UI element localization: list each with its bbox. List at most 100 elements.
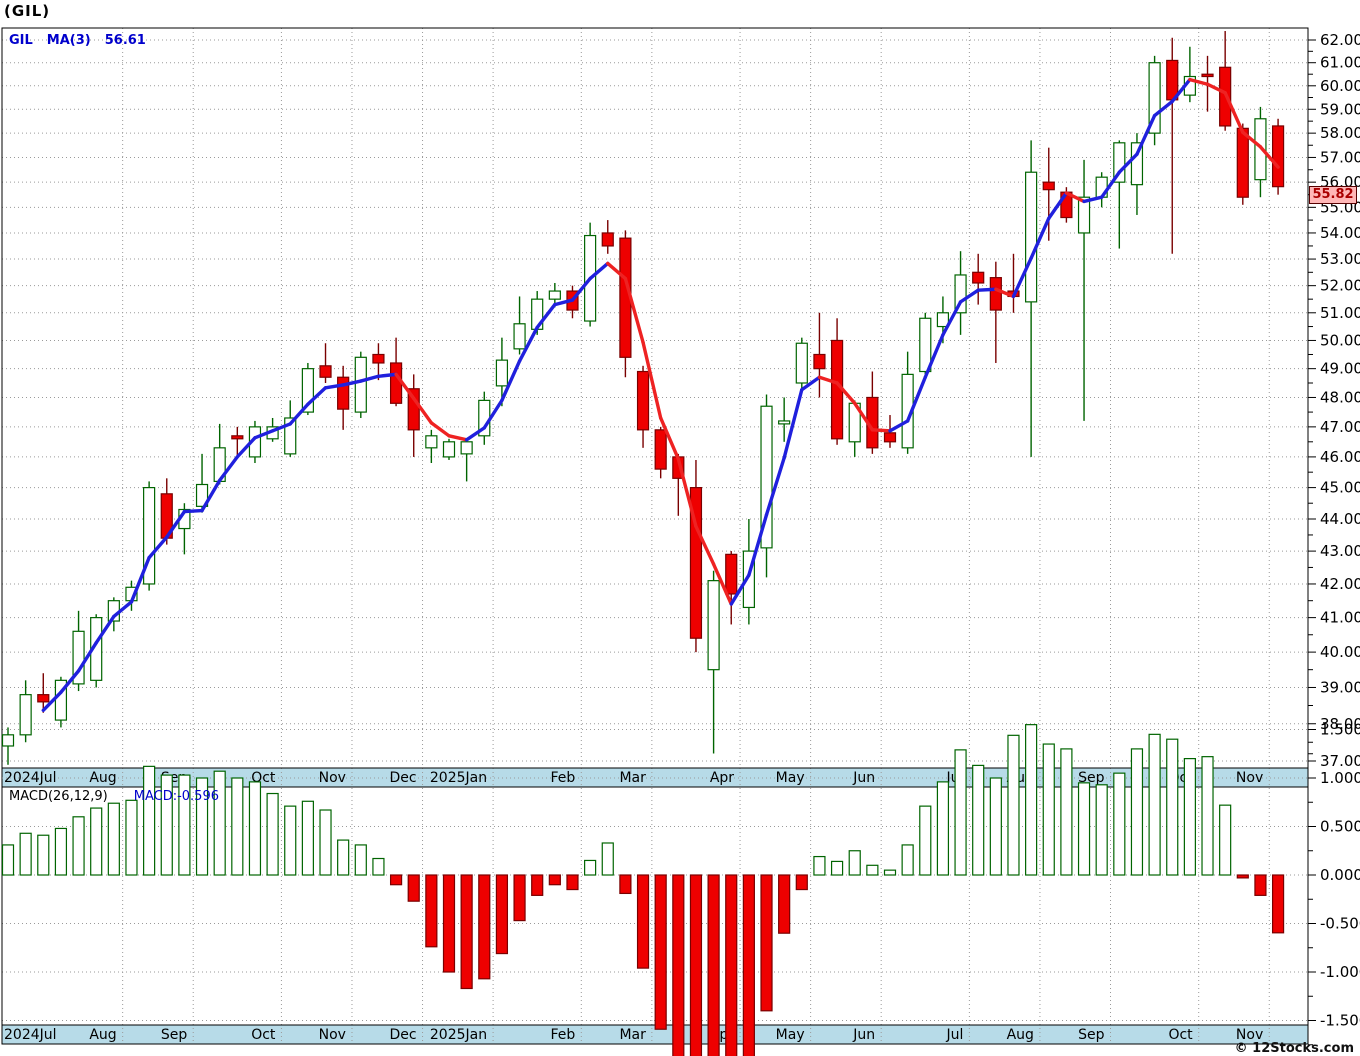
candle-body-up — [919, 317, 932, 373]
price-tick-label: 49.00 — [1320, 360, 1360, 378]
candle-body-up — [1148, 62, 1161, 134]
ma-line-segment — [1241, 130, 1263, 149]
candle-body-up — [72, 630, 85, 685]
ma-line-segment — [870, 428, 892, 433]
ma-line-segment — [429, 421, 451, 438]
ma-line-segment — [76, 641, 98, 673]
candle-body-up — [195, 483, 209, 507]
ma-line-segment — [1170, 77, 1192, 104]
price-tick-label: 50.00 — [1320, 331, 1360, 349]
macd-bar-positive — [90, 807, 103, 876]
macd-bar-positive — [1, 844, 15, 876]
macd-bar-negative — [725, 874, 738, 1056]
macd-bar-negative — [548, 874, 561, 886]
candle-body-down — [1236, 127, 1249, 198]
candle-body-up — [778, 420, 791, 425]
ma-line-segment — [482, 398, 504, 430]
ma-line-segment — [817, 375, 839, 385]
legend-symbol: GIL — [9, 33, 33, 48]
macd-bar-positive — [319, 809, 332, 876]
ma-line-segment — [270, 422, 292, 433]
macd-bar-positive — [248, 781, 262, 876]
macd-bar-positive — [231, 777, 244, 876]
candle-body-down — [319, 365, 332, 378]
macd-bar-positive — [195, 777, 209, 876]
price-tick-label: 38.00 — [1320, 715, 1360, 733]
macd-bar-negative — [1271, 874, 1285, 934]
ma-line-segment — [764, 456, 786, 517]
macd-tick-label: 0.500 — [1320, 818, 1360, 836]
ma-line-segment — [394, 372, 416, 401]
ma-line-segment — [676, 457, 698, 529]
ma-line-segment — [217, 455, 240, 483]
ma-line-segment — [147, 535, 169, 560]
macd-bar-positive — [19, 832, 32, 876]
macd-bar-positive — [301, 800, 314, 876]
macd-params-label: MACD(26,12,9) — [9, 789, 108, 804]
candle-body-down — [601, 232, 614, 247]
ma-line-segment — [253, 429, 275, 440]
macd-bar-negative — [619, 874, 632, 895]
macd-bar-positive — [936, 781, 950, 876]
macd-bar-positive — [866, 864, 879, 876]
ma-line-segment — [500, 359, 522, 403]
macd-bar-negative — [460, 874, 473, 990]
macd-tick-label: -1.000 — [1320, 963, 1360, 981]
price-tick-label: 44.00 — [1320, 510, 1360, 528]
macd-bar-positive — [1219, 804, 1232, 876]
macd-bar-positive — [848, 850, 861, 876]
price-tick-label: 51.00 — [1320, 304, 1360, 322]
ma-line-segment — [1064, 191, 1086, 204]
ma-line-segment — [623, 276, 645, 345]
macd-bar-negative — [1254, 874, 1267, 896]
ma-line-segment — [94, 614, 116, 645]
watermark: © 12Stocks.com — [1234, 1041, 1354, 1056]
macd-bar-negative — [442, 874, 456, 973]
macd-bar-negative — [425, 874, 438, 948]
page-title: (GIL) — [4, 2, 51, 20]
ma-line-segment — [711, 562, 733, 606]
month-label: Dec — [389, 770, 416, 786]
candle-body-down — [813, 353, 826, 370]
macd-bar-positive — [354, 844, 367, 876]
ma-line-segment — [888, 419, 910, 433]
ma-line-segment — [306, 386, 328, 406]
candle-body-up — [442, 441, 456, 458]
price-tick-label: 47.00 — [1320, 418, 1360, 436]
ma-line-segment — [1047, 191, 1069, 221]
month-label: Mar — [619, 770, 646, 786]
month-label: Apr — [710, 770, 734, 786]
macd-bar-positive — [883, 869, 897, 876]
ma-line-segment — [905, 375, 927, 423]
macd-bar-positive — [266, 792, 279, 876]
macd-bar-negative — [795, 874, 808, 891]
month-label: Mar — [619, 1027, 646, 1043]
macd-bar-positive — [37, 834, 50, 876]
price-panel-border — [1, 27, 1309, 769]
ma-line-segment — [570, 276, 592, 302]
macd-bar-positive — [125, 799, 138, 876]
ma-line-segment — [1223, 91, 1245, 135]
ma-line-segment — [1188, 77, 1210, 86]
price-tick-label: 39.00 — [1320, 678, 1360, 696]
ma-line-segment — [553, 298, 575, 307]
ma-line-segment — [853, 401, 875, 432]
candle-body-up — [19, 694, 32, 736]
price-tick-label: 41.00 — [1320, 609, 1360, 627]
ma-line-segment — [747, 513, 769, 577]
last-price-tag: 55.82 — [1309, 186, 1357, 204]
macd-bar-positive — [989, 777, 1002, 876]
macd-bar-positive — [1042, 743, 1055, 876]
candle-body-up — [460, 441, 473, 455]
macd-bar-positive — [813, 855, 826, 876]
candle-body-down — [1271, 125, 1285, 188]
price-tick-label: 54.00 — [1320, 224, 1360, 242]
ma-line-segment — [341, 379, 363, 387]
month-label: Nov — [319, 1027, 346, 1043]
month-label: Jul — [945, 1027, 963, 1043]
candle-body-down — [972, 271, 985, 284]
month-label: Aug — [89, 770, 116, 786]
price-tick-label: 37.00 — [1320, 752, 1360, 770]
macd-bar-negative — [531, 874, 544, 896]
